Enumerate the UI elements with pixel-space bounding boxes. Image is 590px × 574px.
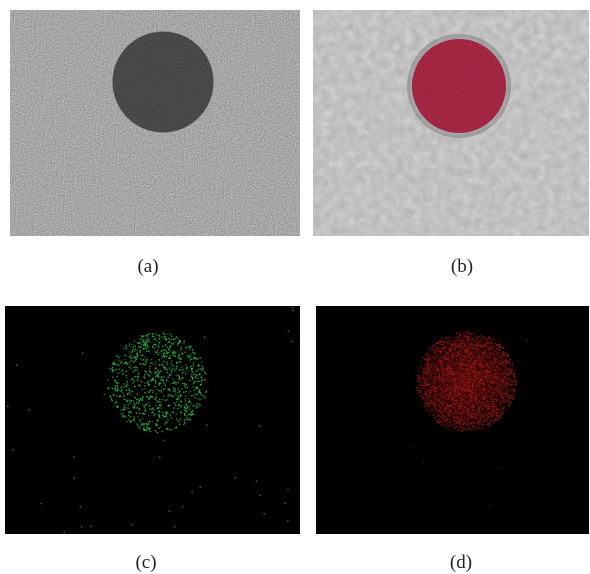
panel-a-image [10, 10, 300, 236]
red-point-cloud-image [316, 306, 589, 534]
caption-a: (a) [137, 256, 159, 277]
green-point-cloud-image [5, 306, 300, 534]
smoothed-grayscale-image [313, 10, 589, 236]
panel-c-image [5, 306, 300, 534]
panel-d-image [316, 306, 589, 534]
caption-b: (b) [450, 256, 474, 277]
caption-d: (d) [449, 552, 473, 573]
green-points [7, 307, 300, 534]
black-background [5, 306, 300, 534]
dark-disk [112, 31, 214, 133]
caption-c: (c) [135, 552, 157, 573]
panel-b-image [313, 10, 589, 236]
noisy-grayscale-image [10, 10, 300, 236]
red-disk [412, 39, 506, 133]
red-points [412, 331, 529, 507]
